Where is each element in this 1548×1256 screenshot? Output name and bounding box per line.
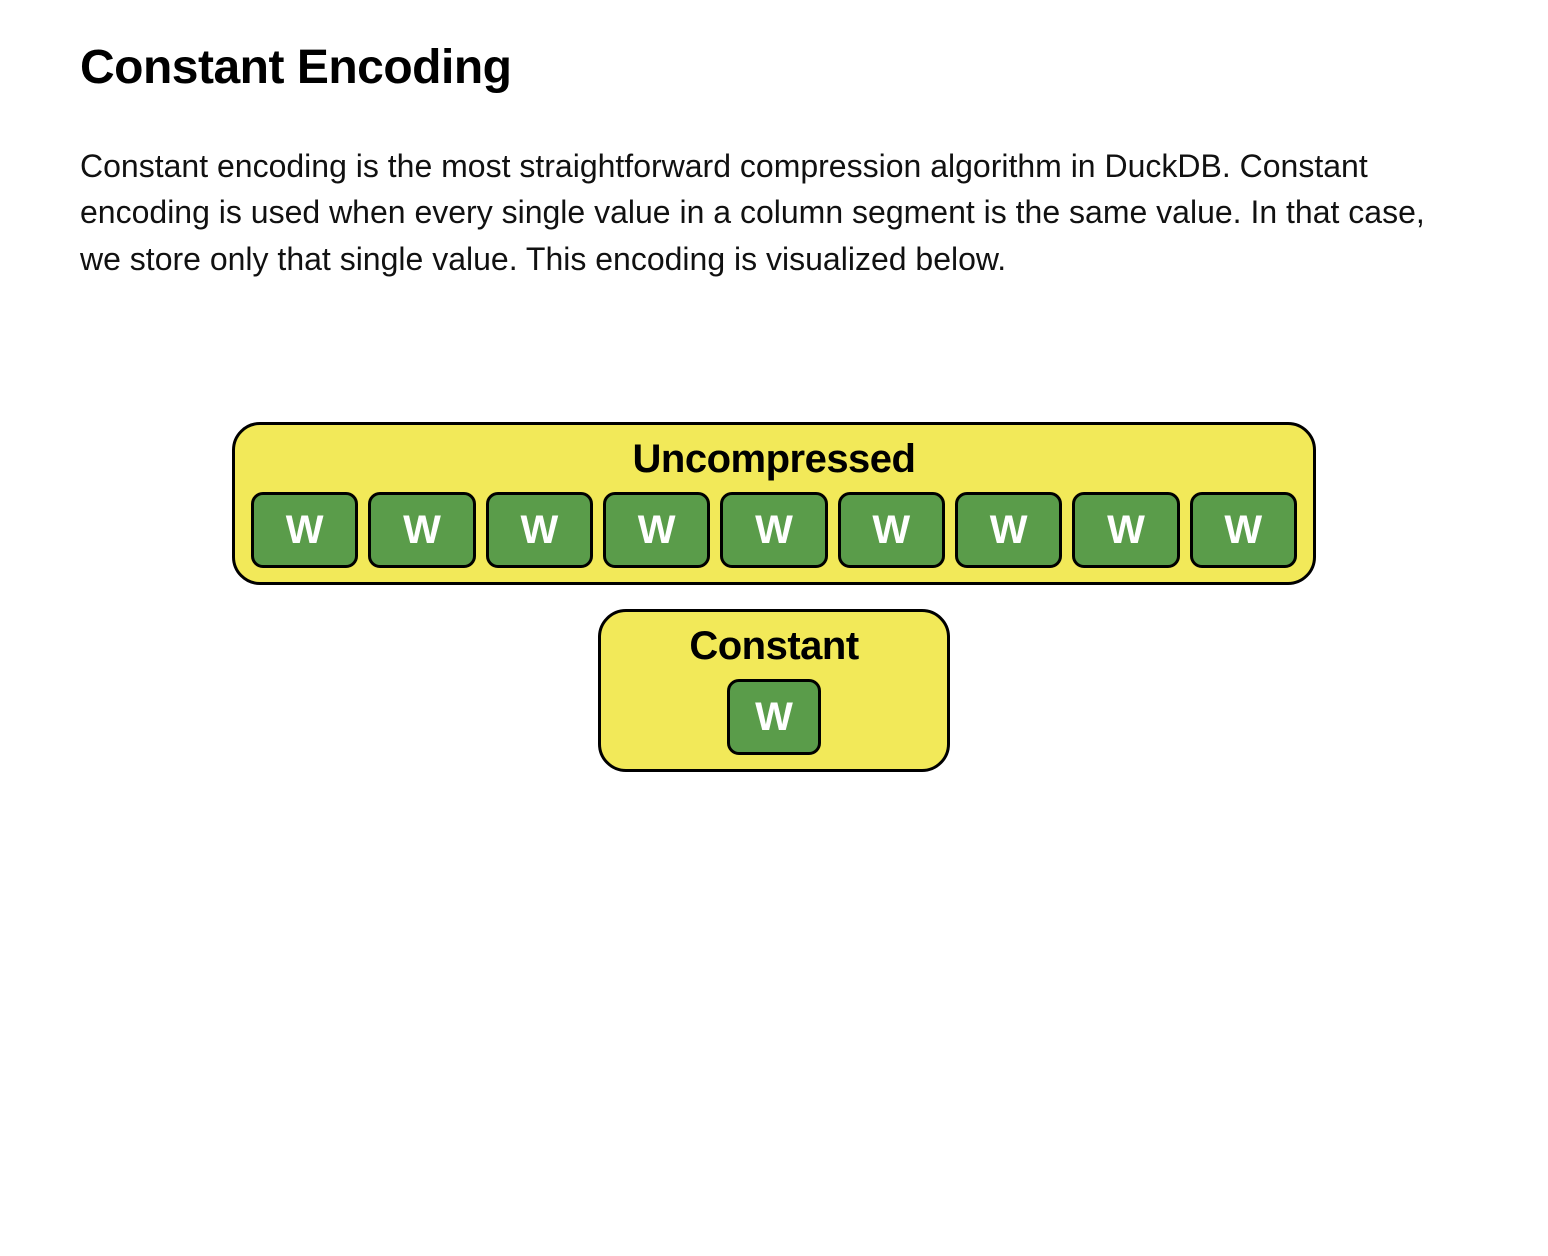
page-heading: Constant Encoding bbox=[80, 40, 1468, 95]
constant-panel: Constant W bbox=[598, 609, 950, 772]
value-cell: W bbox=[1190, 492, 1297, 568]
value-cell: W bbox=[720, 492, 827, 568]
uncompressed-cells-row: WWWWWWWWW bbox=[251, 492, 1297, 568]
uncompressed-title: Uncompressed bbox=[633, 437, 916, 482]
value-cell: W bbox=[251, 492, 358, 568]
value-cell: W bbox=[955, 492, 1062, 568]
value-cell: W bbox=[838, 492, 945, 568]
uncompressed-panel: Uncompressed WWWWWWWWW bbox=[232, 422, 1316, 585]
value-cell: W bbox=[727, 679, 821, 755]
constant-title: Constant bbox=[689, 624, 858, 669]
value-cell: W bbox=[368, 492, 475, 568]
diagram-container: Uncompressed WWWWWWWWW Constant W bbox=[80, 422, 1468, 772]
value-cell: W bbox=[603, 492, 710, 568]
body-paragraph: Constant encoding is the most straightfo… bbox=[80, 143, 1468, 282]
value-cell: W bbox=[1072, 492, 1179, 568]
constant-cells-row: W bbox=[617, 679, 931, 755]
value-cell: W bbox=[486, 492, 593, 568]
